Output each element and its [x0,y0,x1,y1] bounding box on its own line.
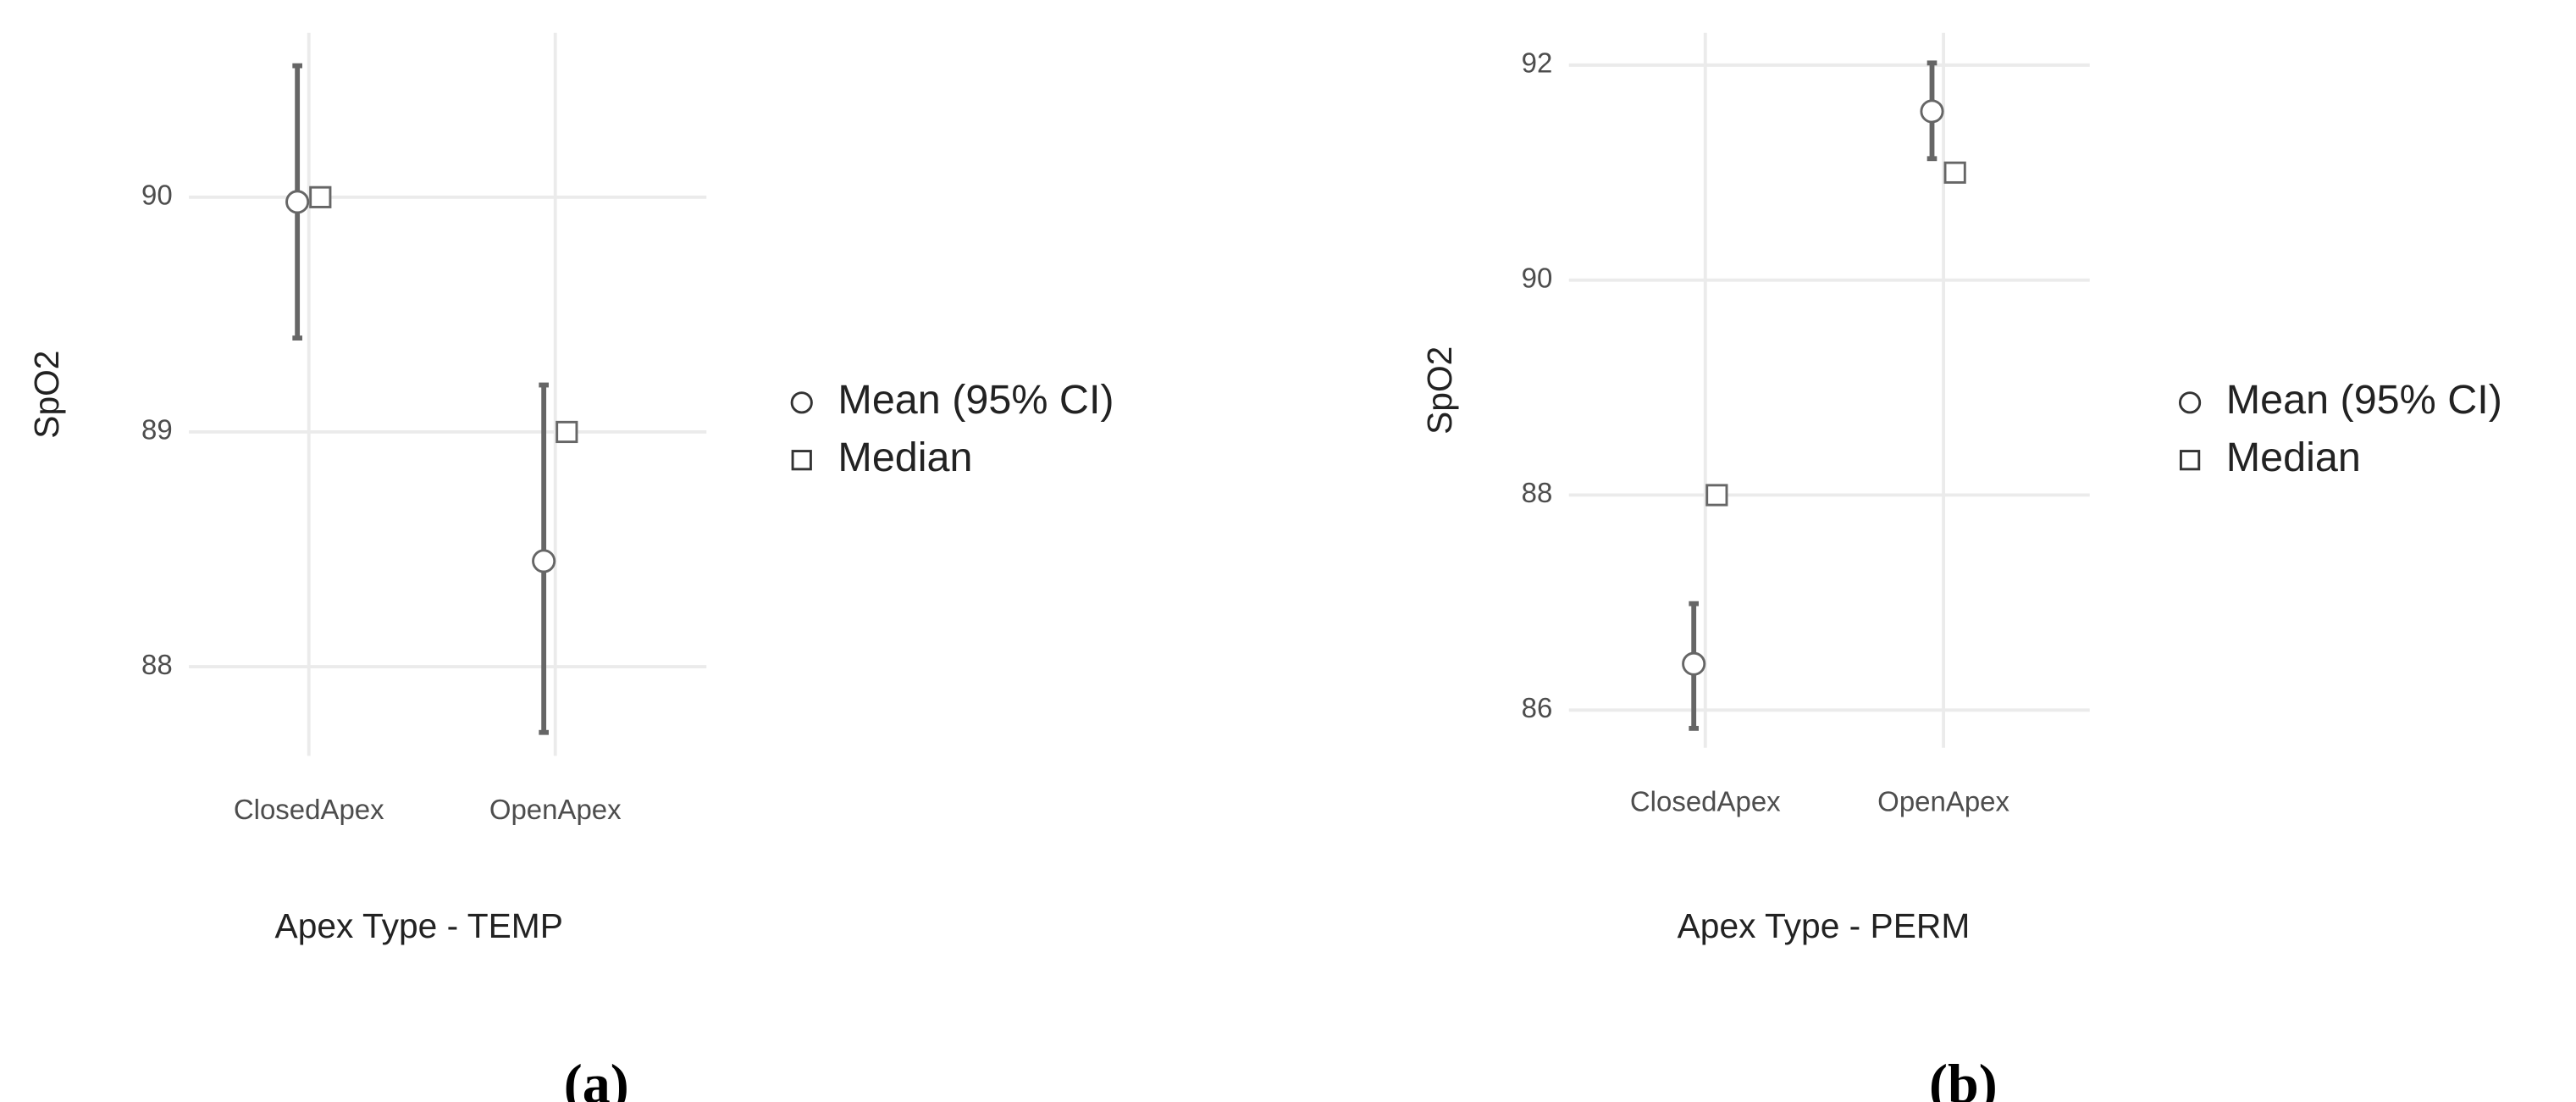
panel-label: (b) [1929,1053,1998,1102]
panel-label: (a) [564,1053,629,1102]
y-axis-title: SpO2 [1420,346,1459,435]
y-tick-label: 89 [141,414,173,446]
legend-label: Mean (95% CI) [2226,377,2502,423]
legend-key [791,450,812,471]
y-tick-label: 88 [1522,477,1553,508]
legend-label: Mean (95% CI) [837,377,1114,423]
legend-key [790,391,813,414]
median-point [556,420,578,444]
legend-label: Median [2226,435,2361,480]
panel: 86 88 90 92 ClosedApex OpenApex Apex Type - PE… [1420,32,2502,1102]
x-tick-label: ClosedApex [234,794,384,825]
y-tick-label: 90 [141,180,173,211]
y-tick-label: 90 [1522,262,1553,293]
mean-point [532,549,556,573]
y-tick-label: 86 [1522,692,1553,723]
x-tick-label: OpenApex [1877,785,2009,817]
median-point [1943,161,1966,184]
y-tick-label: 88 [141,649,173,680]
mean-point [285,190,310,214]
median-point [309,186,332,208]
legend-key [2178,391,2202,414]
y-tick-label: 92 [1522,47,1553,79]
mean-point [1920,99,1944,124]
mean-point [1682,651,1706,676]
y-axis-title: SpO2 [27,351,66,439]
legend-key [2179,450,2201,471]
legend-label: Median [837,435,972,480]
x-tick-label: ClosedApex [1630,785,1781,817]
x-axis-title: Apex Type - PERM [1678,906,1971,945]
panel: 88 89 90 ClosedApex OpenApex Apex Type - TEMP… [27,32,1114,1102]
median-point [1705,484,1728,507]
x-tick-label: OpenApex [489,794,622,825]
x-axis-title: Apex Type - TEMP [275,906,563,945]
